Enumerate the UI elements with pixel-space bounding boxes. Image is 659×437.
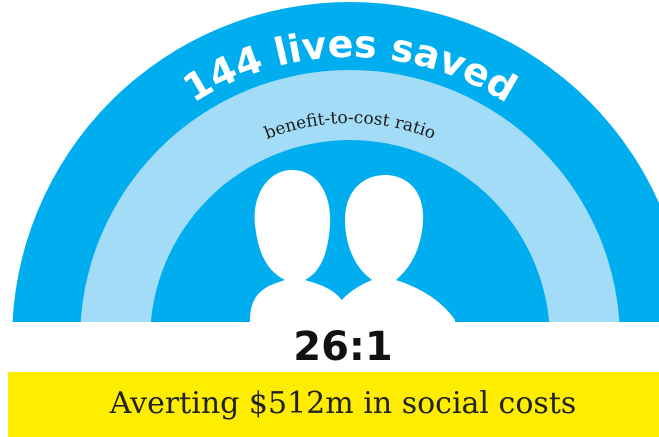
ratio: 26:1 [293,324,393,370]
man-silhouette [330,175,455,340]
footer: Averting $512m in social costs [109,386,577,421]
footer-band [8,372,659,437]
silhouettes [250,170,455,340]
woman-silhouette [250,170,350,340]
white-band [0,322,659,372]
